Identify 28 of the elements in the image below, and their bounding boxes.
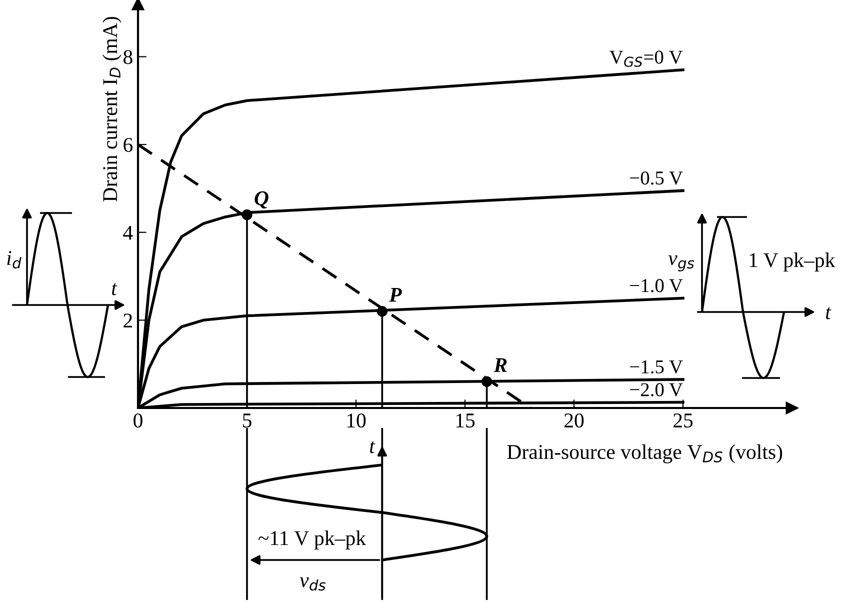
text: t — [112, 283, 118, 296]
text: t — [370, 441, 376, 454]
y-tick-label: 6 — [124, 138, 133, 152]
x-axis-title: Drain-source voltage V$_{DS}$ (volts) — [507, 444, 782, 464]
series-label: −0.5 V — [630, 171, 683, 185]
series-label: −2.0 V — [630, 383, 683, 396]
annotation: 1 V pk–pk — [750, 252, 836, 272]
x-tick-label: 5 — [243, 414, 252, 428]
y-tick-label: 8 — [124, 50, 132, 64]
x-tick-label: 20 — [564, 413, 584, 428]
x-tick-label: 15 — [456, 414, 475, 428]
annotation: P — [389, 288, 402, 302]
series-label: −1.5 V — [630, 360, 683, 374]
y-tick-label: 4 — [123, 226, 133, 240]
annotation: v$_{gs}$ — [668, 255, 694, 272]
y-axis-title: Drain current I$_{D}$ (mA) — [102, 16, 122, 202]
x-tick-label: 0 — [134, 413, 142, 428]
text: t — [826, 307, 832, 320]
annotation: R — [494, 358, 507, 372]
annotation: Q — [254, 191, 268, 208]
series-label: V$_{GS}$=0 V — [610, 50, 683, 67]
text: ~11 V pk–pk — [258, 530, 366, 550]
text: v$_{ds}$ — [300, 577, 326, 591]
x-tick-label: 25 — [674, 414, 693, 428]
x-tick-label: 10 — [347, 413, 366, 428]
series-label: −1.0 V — [630, 279, 683, 292]
y-tick-label: 2 — [124, 314, 132, 328]
text: i$_{d}$ — [7, 251, 22, 268]
